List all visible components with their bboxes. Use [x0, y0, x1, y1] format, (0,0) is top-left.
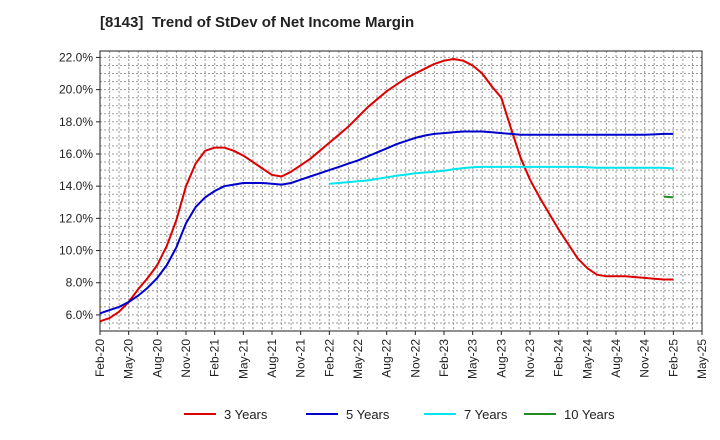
x-axis: Feb-20 May-20 Aug-20 Nov-20 Feb-21 May-21 Aug-…: [93, 331, 709, 379]
x-tick-label: Aug-23: [494, 339, 508, 378]
x-tick-label: May-21: [236, 339, 250, 379]
y-tick-label: 18.0%: [59, 115, 93, 129]
x-tick-label: Nov-23: [523, 339, 537, 378]
plot-frame: [99, 50, 703, 332]
x-tick-label: Feb-25: [666, 339, 680, 377]
chart-title: [8143] Trend of StDev of Net Income Marg…: [100, 14, 415, 31]
x-tick-label: Aug-24: [609, 339, 623, 378]
legend-label-5-years: 5 Years: [346, 407, 390, 422]
series-line-10-years: [663, 195, 674, 199]
legend-label-7-years: 7 Years: [464, 407, 508, 422]
x-tick-label: May-22: [351, 339, 365, 379]
x-tick-label: Feb-23: [437, 339, 451, 377]
y-tick-label: 22.0%: [59, 50, 93, 64]
x-tick-label: Nov-21: [294, 339, 308, 378]
y-tick-label: 10.0%: [59, 244, 93, 258]
x-tick-label: May-20: [122, 339, 136, 379]
y-tick-label: 14.0%: [59, 179, 93, 193]
x-tick-label: Feb-24: [552, 339, 566, 377]
y-axis: 6.0% 8.0% 10.0% 12.0% 14.0% 16.0% 18.0% 20.0% 22…: [59, 50, 100, 322]
y-tick-label: 6.0%: [66, 308, 94, 322]
legend: 3 Years 5 Years 7 Years 10 Years: [184, 407, 615, 422]
y-tick-label: 8.0%: [66, 276, 94, 290]
x-tick-label: Nov-24: [638, 339, 652, 378]
x-tick-label: May-24: [580, 339, 594, 379]
x-tick-label: Nov-22: [408, 339, 422, 378]
series-lines: [99, 58, 674, 323]
x-tick-label: Feb-21: [208, 339, 222, 377]
y-tick-label: 16.0%: [59, 147, 93, 161]
x-tick-label: May-23: [466, 339, 480, 379]
x-tick-label: Feb-20: [93, 339, 107, 377]
x-tick-label: Aug-22: [380, 339, 394, 378]
legend-label-3-years: 3 Years: [224, 407, 268, 422]
x-tick-label: Nov-20: [179, 339, 193, 378]
x-tick-label: Aug-20: [150, 339, 164, 378]
series-line-5-years: [99, 130, 674, 315]
grid: [99, 51, 703, 332]
series-line-3-years: [99, 58, 674, 323]
x-tick-label: Aug-21: [265, 339, 279, 378]
y-tick-label: 12.0%: [59, 211, 93, 225]
x-tick-label: Feb-22: [322, 339, 336, 377]
legend-label-10-years: 10 Years: [564, 407, 615, 422]
x-tick-label: May-25: [695, 339, 709, 379]
series-line-7-years: [329, 165, 674, 185]
y-tick-label: 20.0%: [59, 83, 93, 97]
